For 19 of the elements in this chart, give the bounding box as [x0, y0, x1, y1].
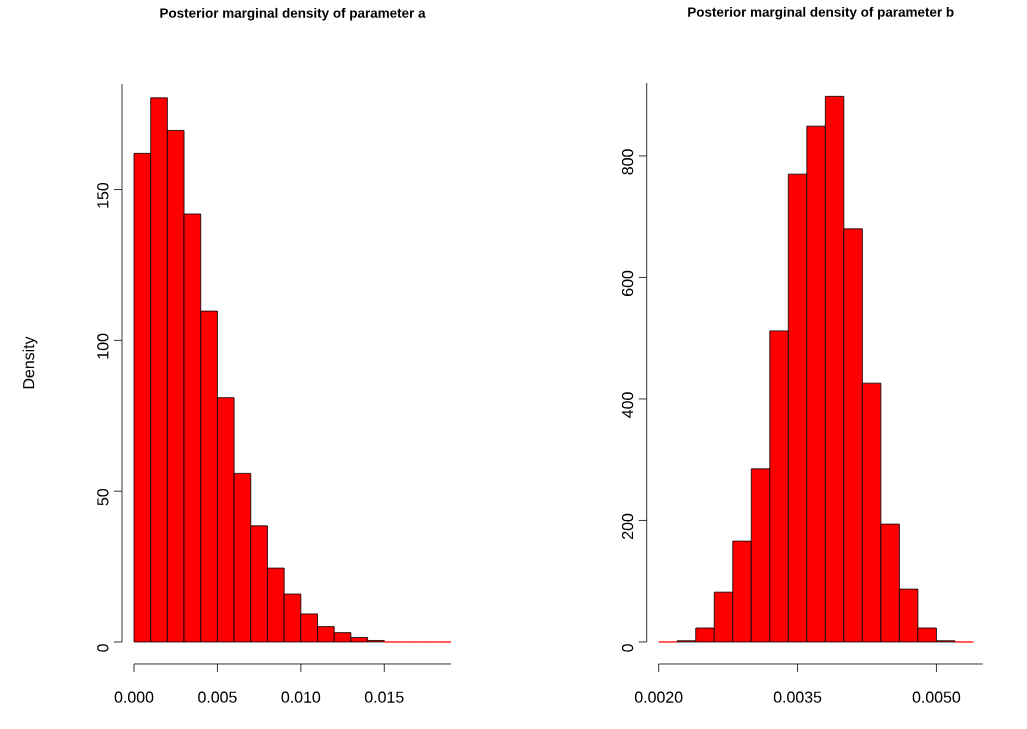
x-tick-label: 0.015 [364, 691, 404, 703]
y-tick-label: 800 [621, 149, 634, 175]
x-tick-label: 0.005 [198, 691, 237, 703]
y-tick-label: 200 [621, 513, 634, 539]
chart-title: Posterior marginal density of parameter b [688, 6, 954, 20]
chart-title: Posterior marginal density of parameter a [160, 7, 426, 21]
y-tick-label: 50 [97, 488, 109, 506]
y-tick-label: 400 [621, 392, 634, 418]
y-tick-label: 0 [97, 644, 109, 652]
y-tick-label: 0 [621, 644, 634, 652]
y-tick-label: 100 [97, 333, 109, 359]
x-tick-label: 0.0050 [912, 691, 961, 703]
x-tick-label: 0.010 [281, 691, 321, 703]
x-tick-label: 0.000 [114, 691, 154, 703]
y-axis-title: Density [22, 336, 38, 389]
x-tick-label: 0.0020 [634, 691, 683, 703]
x-tick-label: 0.0035 [773, 691, 822, 703]
y-tick-label: 150 [97, 182, 109, 208]
y-tick-label: 600 [621, 270, 634, 296]
